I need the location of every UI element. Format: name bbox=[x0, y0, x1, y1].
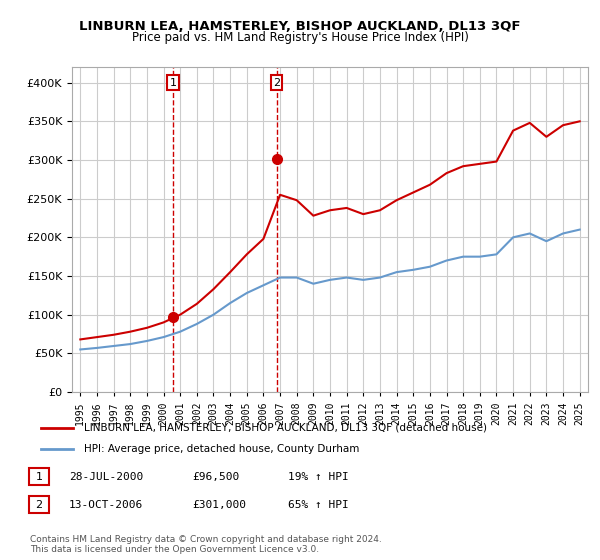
Text: 13-OCT-2006: 13-OCT-2006 bbox=[69, 500, 143, 510]
Text: 1: 1 bbox=[170, 78, 176, 88]
Text: LINBURN LEA, HAMSTERLEY, BISHOP AUCKLAND, DL13 3QF (detached house): LINBURN LEA, HAMSTERLEY, BISHOP AUCKLAND… bbox=[84, 423, 487, 433]
Text: 19% ↑ HPI: 19% ↑ HPI bbox=[288, 472, 349, 482]
Text: 28-JUL-2000: 28-JUL-2000 bbox=[69, 472, 143, 482]
Text: HPI: Average price, detached house, County Durham: HPI: Average price, detached house, Coun… bbox=[84, 444, 359, 454]
Text: 2: 2 bbox=[35, 500, 43, 510]
Text: LINBURN LEA, HAMSTERLEY, BISHOP AUCKLAND, DL13 3QF: LINBURN LEA, HAMSTERLEY, BISHOP AUCKLAND… bbox=[79, 20, 521, 32]
Text: This data is licensed under the Open Government Licence v3.0.: This data is licensed under the Open Gov… bbox=[30, 545, 319, 554]
Text: 1: 1 bbox=[35, 472, 43, 482]
Text: £301,000: £301,000 bbox=[192, 500, 246, 510]
Text: 65% ↑ HPI: 65% ↑ HPI bbox=[288, 500, 349, 510]
Text: £96,500: £96,500 bbox=[192, 472, 239, 482]
Text: Contains HM Land Registry data © Crown copyright and database right 2024.: Contains HM Land Registry data © Crown c… bbox=[30, 535, 382, 544]
Text: Price paid vs. HM Land Registry's House Price Index (HPI): Price paid vs. HM Land Registry's House … bbox=[131, 31, 469, 44]
Text: 2: 2 bbox=[273, 78, 280, 88]
